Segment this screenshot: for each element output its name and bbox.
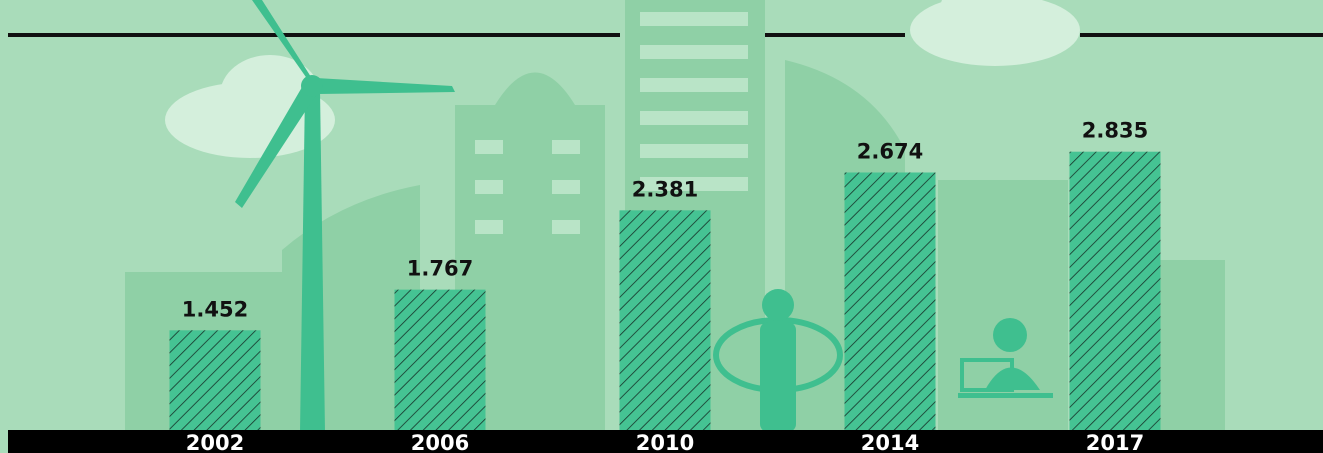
person-icons [713,289,1053,432]
data-label: 1.452 [182,297,248,321]
data-label: 2.835 [1082,119,1148,143]
wind-turbine [235,0,455,432]
bar-fill [169,330,261,430]
bar-fill [619,210,711,430]
data-label: 1.767 [407,257,473,281]
bar [619,210,711,430]
clouds [165,0,1080,158]
bar [844,172,936,430]
x-tick-label: 2006 [411,431,469,453]
x-tick-label: 2002 [186,431,244,453]
bar-fill [1069,151,1161,430]
bar-fill [844,172,936,430]
x-axis-band [8,430,1323,453]
bar [394,289,486,430]
x-tick-label: 2017 [1086,431,1144,453]
bar [169,330,261,430]
building-windows [475,12,748,234]
data-label: 2.381 [632,177,698,201]
x-tick-label: 2014 [861,431,919,453]
bar-fill [394,289,486,430]
bar [1069,151,1161,430]
data-label: 2.674 [857,139,923,163]
x-tick-label: 2010 [636,431,694,453]
